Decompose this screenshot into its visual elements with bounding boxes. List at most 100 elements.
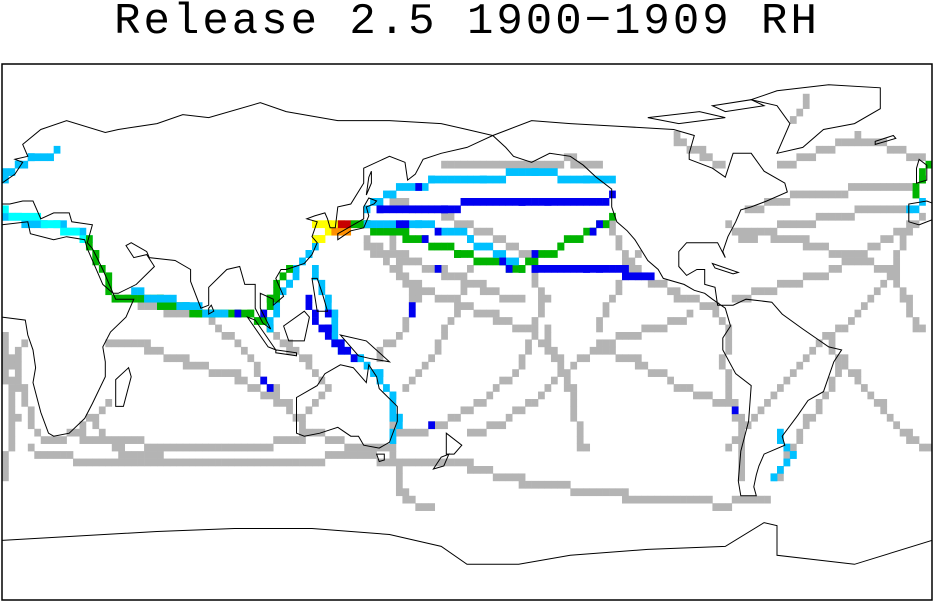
grid-cell xyxy=(738,227,746,236)
grid-cell xyxy=(841,324,849,333)
grid-cell xyxy=(266,302,274,310)
grid-cell xyxy=(880,399,888,407)
grid-cell xyxy=(531,279,539,288)
grid-cell xyxy=(550,265,558,273)
grid-cell xyxy=(79,428,87,437)
grid-cell xyxy=(14,413,22,422)
grid-cell xyxy=(447,294,455,303)
grid-cell xyxy=(402,183,410,191)
grid-cell xyxy=(731,495,739,504)
grid-cell xyxy=(2,205,9,214)
grid-cell xyxy=(583,227,591,236)
grid-cell xyxy=(402,495,410,504)
grid-cell xyxy=(312,235,319,243)
grid-cell xyxy=(460,302,468,310)
grid-cell xyxy=(163,309,171,318)
grid-cell xyxy=(176,443,184,452)
grid-cell xyxy=(789,443,797,452)
coastline xyxy=(283,310,310,342)
grid-cell xyxy=(751,205,758,214)
grid-cell xyxy=(544,332,552,340)
grid-cell xyxy=(538,198,545,206)
grid-cell xyxy=(796,190,804,199)
grid-cell xyxy=(324,309,332,318)
grid-cell xyxy=(389,436,397,444)
grid-cell xyxy=(118,443,126,452)
grid-cell xyxy=(408,287,416,296)
grid-cell xyxy=(693,495,700,504)
grid-cell xyxy=(395,473,403,482)
grid-cell xyxy=(402,272,410,281)
grid-cell xyxy=(383,339,390,348)
grid-cell xyxy=(860,205,868,214)
grid-cell xyxy=(673,495,681,504)
grid-cell xyxy=(286,346,293,355)
grid-cell xyxy=(479,257,487,266)
grid-cell xyxy=(118,294,126,303)
grid-cell xyxy=(802,235,810,243)
grid-cell xyxy=(486,242,494,251)
grid-cell xyxy=(583,175,591,184)
grid-cell xyxy=(376,220,384,229)
grid-cell xyxy=(473,198,481,206)
grid-cell xyxy=(919,324,926,333)
grid-cell xyxy=(21,391,29,400)
grid-cell xyxy=(441,227,448,236)
grid-cell xyxy=(899,183,907,191)
grid-cell xyxy=(757,406,765,415)
grid-cell xyxy=(512,473,519,482)
grid-cell xyxy=(764,227,771,236)
grid-cell xyxy=(454,458,461,467)
grid-cell xyxy=(731,227,739,236)
grid-cell xyxy=(796,235,804,243)
grid-cell xyxy=(467,265,474,273)
grid-cell xyxy=(292,436,300,444)
grid-cell xyxy=(144,451,151,459)
grid-cell xyxy=(563,153,571,162)
grid-cell xyxy=(673,384,681,392)
grid-cell xyxy=(395,272,403,281)
grid-cell xyxy=(228,369,235,377)
grid-cell xyxy=(570,488,578,497)
grid-cell xyxy=(234,339,242,348)
grid-cell xyxy=(479,227,487,236)
grid-cell xyxy=(531,257,539,266)
grid-cell xyxy=(47,153,54,162)
grid-cell xyxy=(893,183,901,191)
grid-cell xyxy=(467,250,474,258)
grid-cell xyxy=(221,443,229,452)
grid-cell xyxy=(47,436,54,444)
grid-cell xyxy=(815,272,823,281)
coastline xyxy=(491,120,843,497)
grid-cell xyxy=(886,265,894,273)
grid-cell xyxy=(576,175,584,184)
grid-cell xyxy=(783,451,791,459)
grid-cell xyxy=(757,287,765,296)
grid-cell xyxy=(479,175,487,184)
grid-cell xyxy=(189,302,197,310)
grid-cell xyxy=(693,391,700,400)
grid-cell xyxy=(731,399,739,407)
grid-cell xyxy=(899,227,907,236)
grid-cell xyxy=(583,198,591,206)
grid-cell xyxy=(8,443,16,452)
grid-cell xyxy=(228,443,235,452)
grid-cell xyxy=(886,272,894,281)
grid-cell xyxy=(518,294,526,303)
grid-cell xyxy=(34,212,42,221)
grid-cell xyxy=(395,466,403,474)
grid-cell xyxy=(550,346,558,355)
coastline xyxy=(311,277,329,312)
grid-cell xyxy=(725,220,733,229)
grid-cell xyxy=(79,458,87,467)
grid-cell xyxy=(389,339,397,348)
grid-cell xyxy=(253,443,261,452)
grid-cell xyxy=(441,265,448,273)
grid-cell xyxy=(467,406,474,415)
grid-cell xyxy=(505,160,513,169)
coastline xyxy=(337,197,378,241)
grid-cell xyxy=(324,436,332,444)
grid-cell xyxy=(260,458,268,467)
grid-cell xyxy=(240,346,248,355)
grid-cell xyxy=(544,384,552,392)
